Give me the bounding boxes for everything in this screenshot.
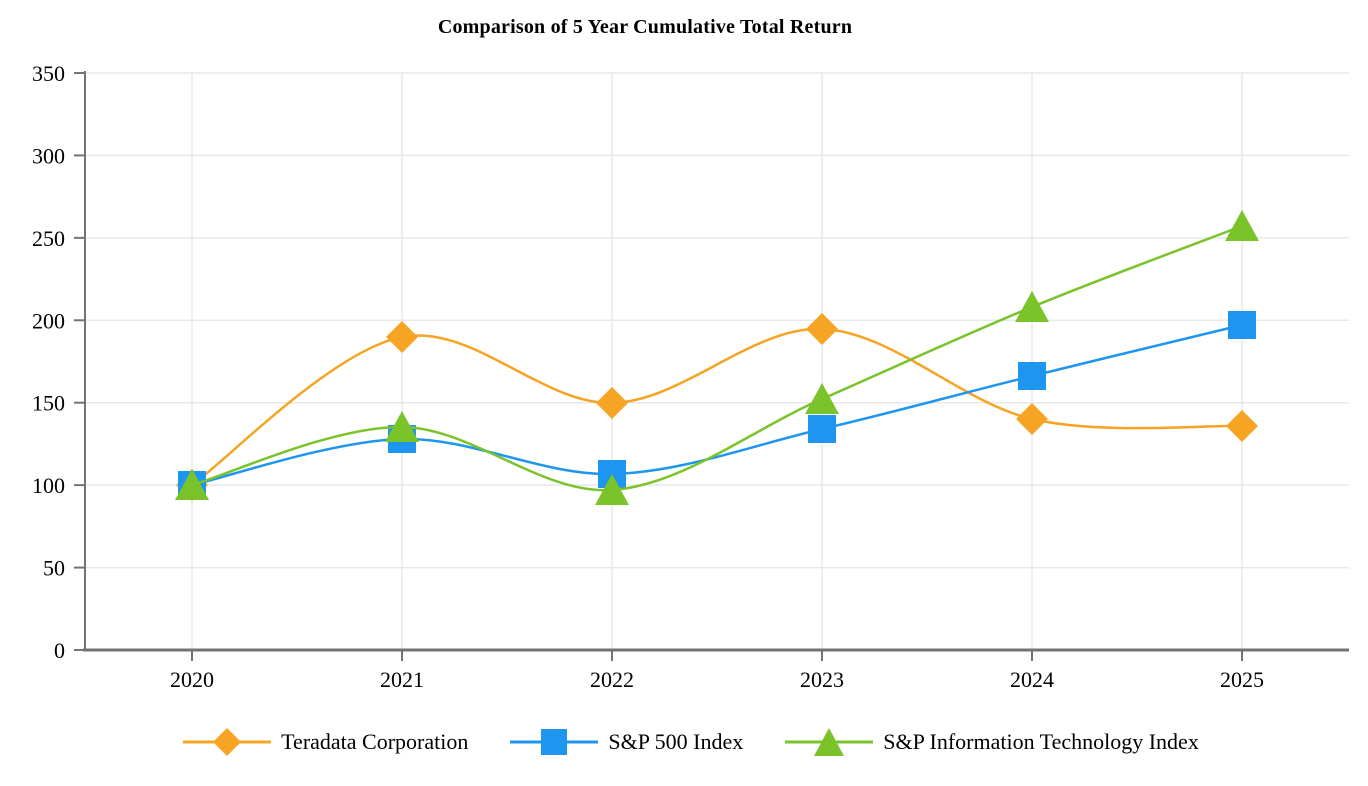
legend-label: Teradata Corporation: [281, 729, 469, 754]
x-tick-label: 2023: [800, 667, 844, 692]
data-point-square: [808, 415, 836, 443]
data-point-triangle: [385, 411, 419, 442]
y-tick-label: 200: [32, 308, 65, 333]
y-tick-label: 100: [32, 473, 65, 498]
data-point-diamond: [1016, 403, 1048, 435]
y-tick-label: 50: [43, 556, 65, 581]
legend-item-1: S&P 500 Index: [510, 724, 743, 760]
legend-marker-diamond-icon: [183, 728, 272, 756]
legend-item-0: Teradata Corporation: [183, 724, 468, 760]
data-point-diamond: [1226, 410, 1258, 442]
y-tick-label: 300: [32, 143, 65, 168]
data-point-triangle: [1015, 291, 1049, 322]
data-point-diamond: [596, 387, 628, 419]
y-tick-label: 0: [54, 638, 65, 663]
legend-marker-shape: [814, 728, 845, 756]
series-line-diamond: [191, 327, 1243, 487]
y-tick-label: 250: [32, 226, 65, 251]
chart-title: Comparison of 5 Year Cumulative Total Re…: [437, 16, 853, 38]
chart-legend: Teradata Corporation S&P 500 Index S&P Inf…: [0, 716, 1368, 768]
data-point-triangle: [805, 383, 839, 414]
y-tick-label: 150: [32, 391, 65, 416]
data-point-square: [1228, 311, 1256, 339]
x-tick-label: 2022: [590, 667, 634, 692]
legend-marker-square-icon: [510, 729, 599, 755]
data-point-square: [1018, 362, 1046, 390]
series-line-square: [191, 323, 1243, 487]
y-tick-label: 350: [32, 61, 65, 86]
legend-marker-shape: [541, 729, 568, 755]
legend-marker-triangle-icon: [785, 728, 874, 756]
data-point-triangle: [595, 474, 629, 505]
series-line-triangle: [191, 224, 1243, 492]
data-point-triangle: [1225, 210, 1259, 241]
legend-item-2: S&P Information Technology Index: [785, 724, 1199, 760]
line-chart-plot: 0 50 100 150 200 250 300 350 2020 2021 2022 2023 202…: [32, 61, 1349, 692]
x-tick-label: 2020: [170, 667, 214, 692]
legend-marker-shape: [213, 728, 242, 756]
data-point-triangle: [175, 469, 209, 500]
x-tick-label: 2024: [1010, 667, 1054, 692]
data-point-diamond: [806, 313, 838, 345]
legend-label: S&P 500 Index: [608, 729, 744, 754]
legend-label: S&P Information Technology Index: [883, 729, 1199, 754]
x-tick-label: 2021: [380, 667, 424, 692]
data-point-diamond: [386, 321, 418, 353]
x-tick-label: 2025: [1220, 667, 1264, 692]
